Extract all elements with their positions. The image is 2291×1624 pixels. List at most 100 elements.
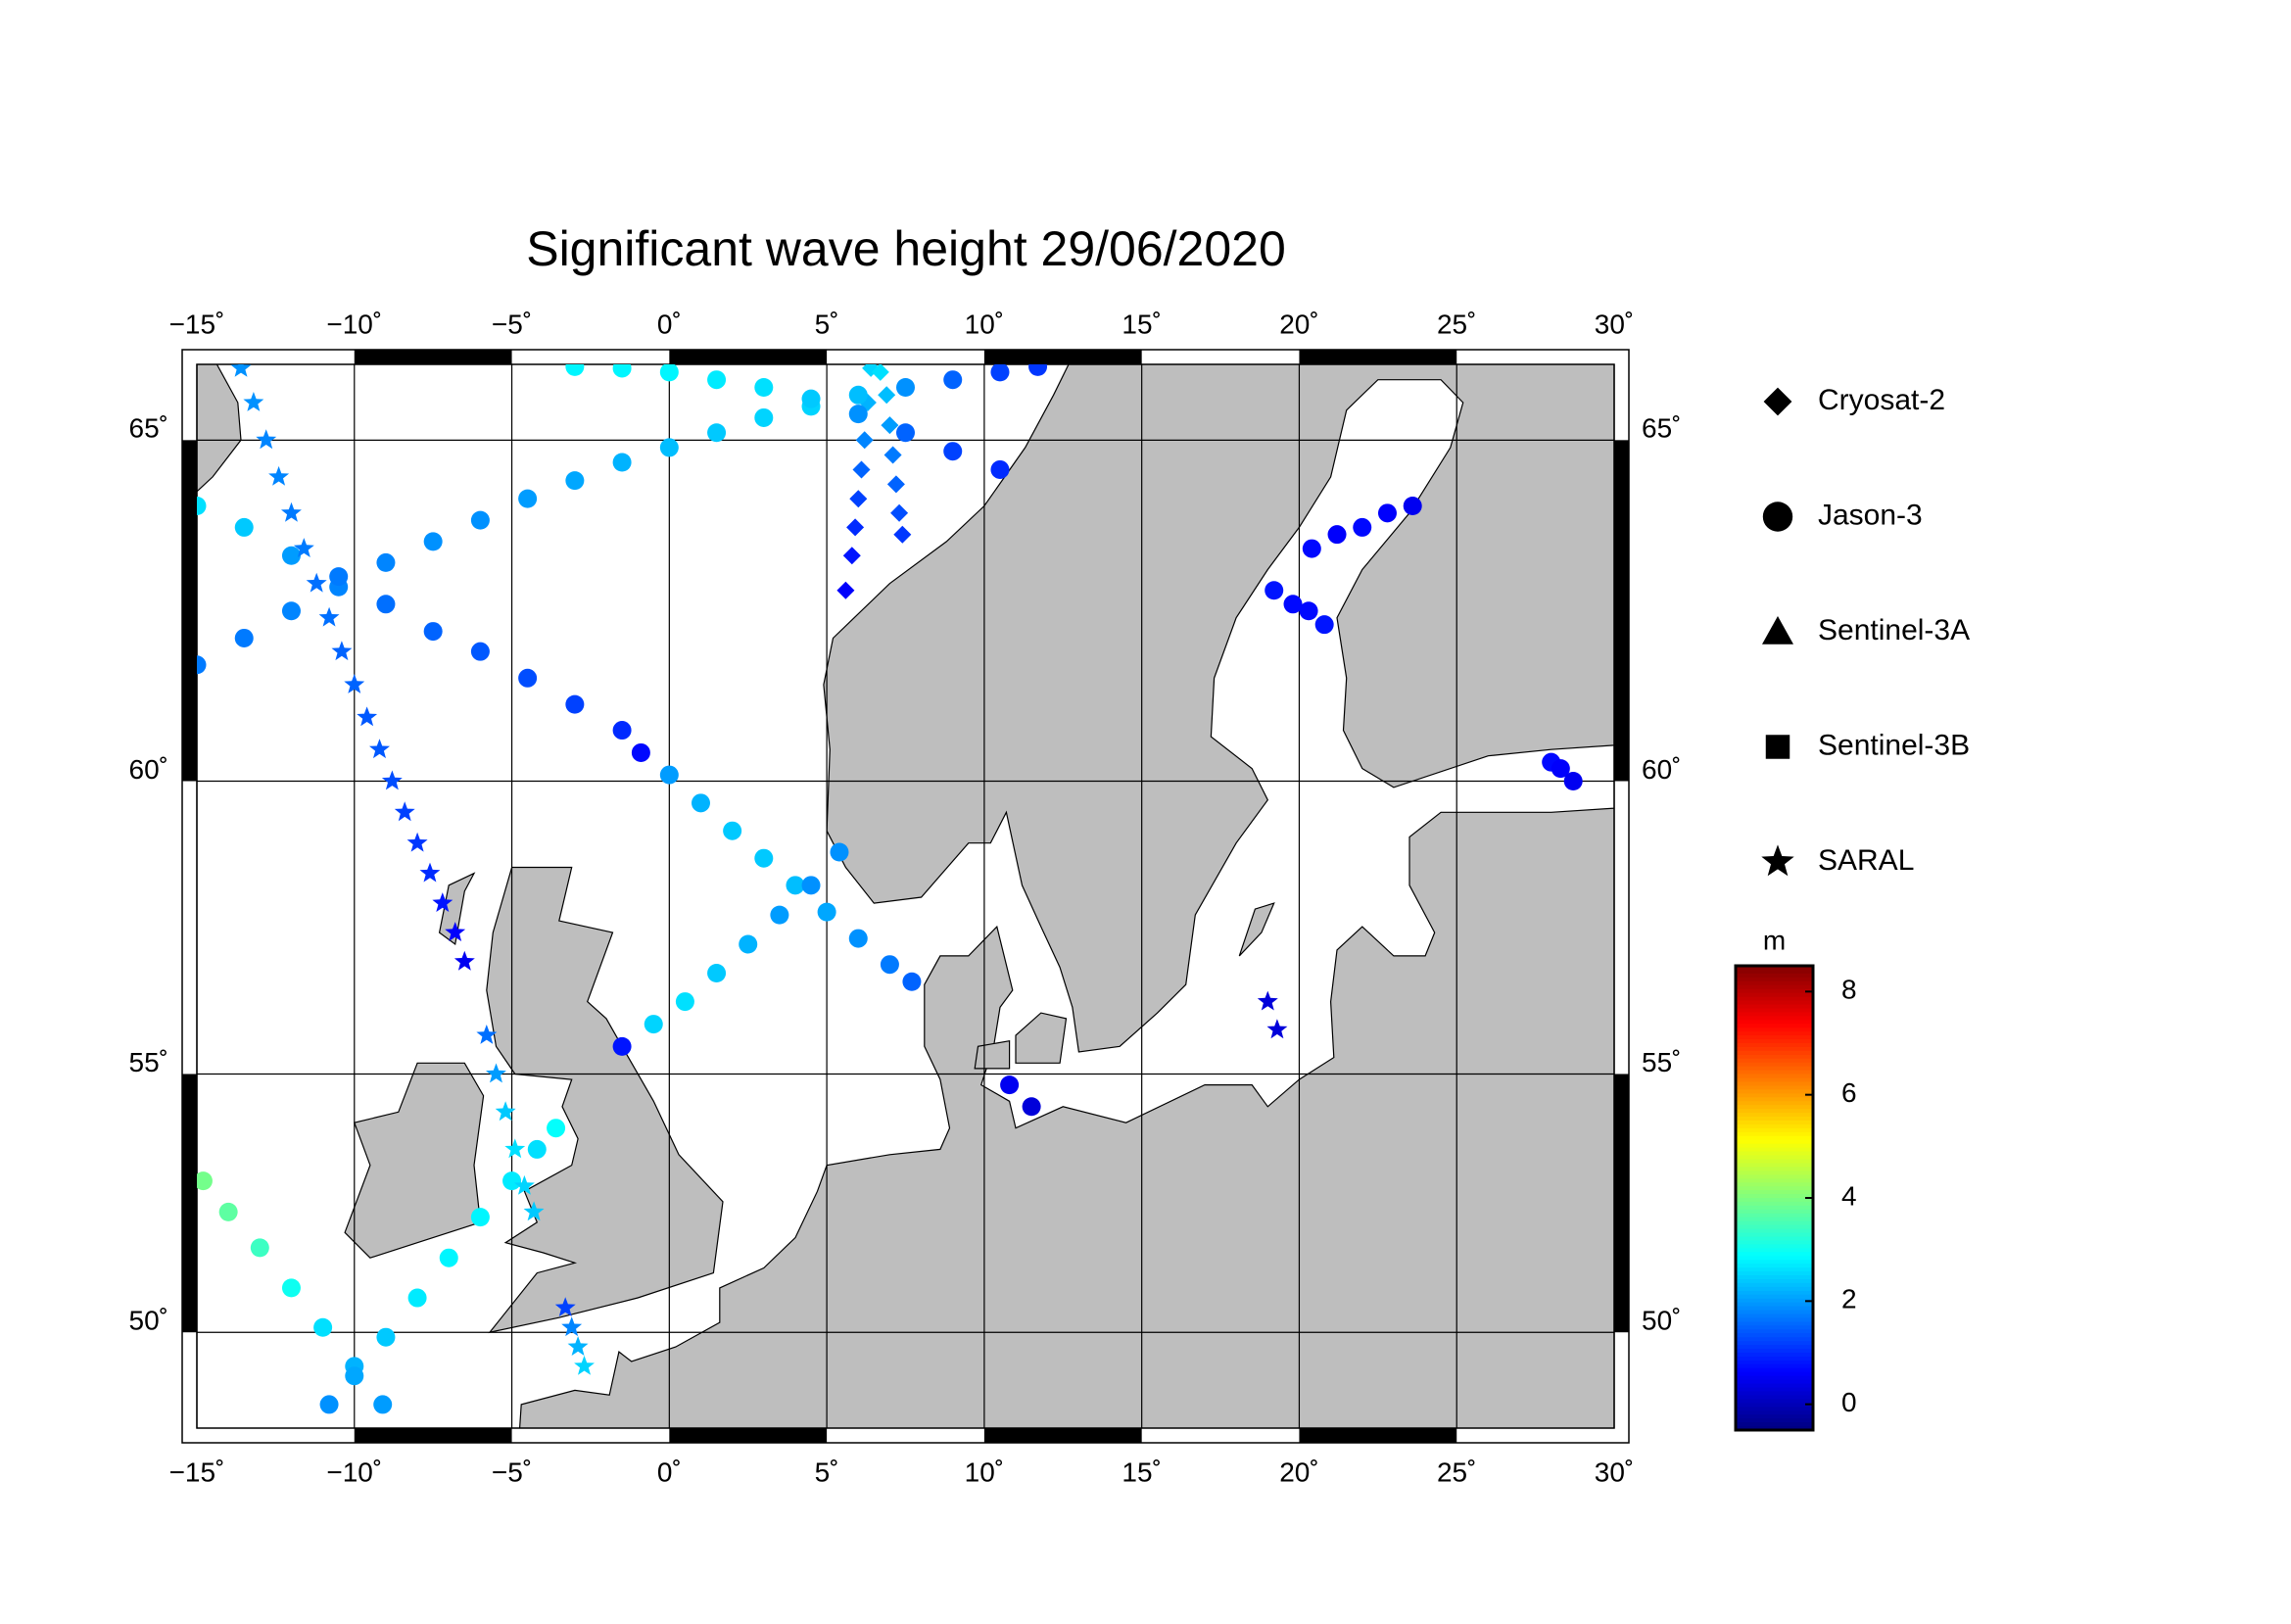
legend-marker [1762, 502, 1793, 532]
colorbar-segment [1736, 1020, 1813, 1025]
point [373, 1395, 393, 1414]
colorbar-segment [1736, 1422, 1813, 1427]
point [313, 1317, 333, 1337]
colorbar-segment [1736, 1194, 1813, 1199]
colorbar-segment [1736, 1228, 1813, 1234]
frame-bar [182, 1074, 197, 1333]
colorbar-segment [1736, 966, 1813, 971]
legend-label: Sentinel-3A [1818, 614, 1970, 646]
colorbar-segment [1736, 1329, 1813, 1334]
x-tick-label: 0˚ [657, 1457, 682, 1487]
point [852, 460, 871, 479]
x-tick-label: 30˚ [1595, 1457, 1634, 1487]
point [801, 389, 821, 408]
x-tick-label: 20˚ [1279, 309, 1318, 339]
point [786, 876, 805, 895]
frame-bar [669, 350, 828, 364]
colorbar-tick-label: 6 [1841, 1077, 1857, 1108]
point [381, 770, 403, 790]
point [659, 765, 679, 785]
legend-label: Jason-3 [1818, 499, 1923, 531]
point [817, 902, 836, 922]
point [1377, 503, 1397, 523]
point [1028, 364, 1048, 376]
point [896, 423, 915, 443]
point [406, 832, 428, 852]
x-tick-label: 10˚ [965, 1457, 1004, 1487]
point [495, 1101, 516, 1122]
land-shape [1015, 1012, 1068, 1064]
frame-bar [1614, 1074, 1629, 1333]
point [830, 842, 849, 862]
land-shape [486, 866, 724, 1334]
point [659, 438, 679, 457]
point [445, 922, 466, 941]
y-tick-label: 65˚ [1642, 413, 1681, 444]
point [707, 370, 727, 390]
colorbar-segment [1736, 977, 1813, 982]
point [453, 950, 475, 971]
colorbar-segment [1736, 1414, 1813, 1419]
point [659, 364, 679, 382]
point [1000, 1075, 1020, 1095]
colorbar-segment [1736, 1201, 1813, 1207]
legend-label: Cryosat-2 [1818, 384, 1945, 416]
colorbar: m 0 2 4 6 8 [1734, 925, 1857, 1432]
x-tick-label: −5˚ [492, 309, 532, 339]
point [943, 442, 963, 461]
colorbar-segment [1736, 1217, 1813, 1222]
point [567, 1336, 589, 1356]
point [281, 546, 301, 565]
y-tick-label: 50˚ [1642, 1306, 1681, 1336]
colorbar-tick-label: 0 [1841, 1387, 1857, 1417]
point [1022, 1097, 1041, 1117]
point [723, 821, 742, 840]
colorbar-segment [1736, 1151, 1813, 1157]
frame-bar [669, 1428, 828, 1443]
colorbar-segment [1736, 1271, 1813, 1276]
point [739, 934, 758, 954]
colorbar-segment [1736, 1178, 1813, 1183]
colorbar-segment [1736, 1105, 1813, 1110]
frame-bar [354, 350, 512, 364]
colorbar-segment [1736, 1027, 1813, 1032]
frame-bar [983, 1428, 1142, 1443]
point [754, 378, 774, 398]
x-tick-label: −5˚ [492, 1457, 532, 1487]
land-shape [197, 364, 242, 493]
colorbar-segment [1736, 1109, 1813, 1114]
point [990, 364, 1010, 382]
colorbar-segment [1736, 984, 1813, 990]
point [1257, 990, 1278, 1011]
point [707, 423, 727, 443]
frame-outer [181, 349, 1630, 1444]
point [476, 1025, 498, 1044]
legend-marker [1765, 735, 1790, 759]
colorbar-segment [1736, 1024, 1813, 1028]
y-tick-label: 65˚ [129, 413, 168, 444]
colorbar-segment [1736, 1264, 1813, 1268]
colorbar-segment [1736, 1066, 1813, 1072]
colorbar-segment [1736, 1050, 1813, 1056]
point [707, 963, 727, 982]
frame-bar [354, 1428, 512, 1443]
x-tick-label: −10˚ [326, 309, 382, 339]
point [691, 793, 710, 813]
x-tick-label: 30˚ [1595, 309, 1634, 339]
colorbar-segment [1736, 1008, 1813, 1013]
colorbar-segment [1736, 992, 1813, 998]
colorbar-tick-label: 8 [1841, 975, 1857, 1005]
colorbar-segment [1736, 1170, 1813, 1175]
point [561, 1316, 583, 1337]
land [197, 364, 1614, 1428]
frame-bar [1299, 1428, 1457, 1443]
colorbar-segment [1736, 1349, 1813, 1354]
colorbar-segment [1736, 1147, 1813, 1153]
legend-label: SARAL [1818, 844, 1914, 877]
colorbar-segment [1736, 1046, 1813, 1052]
colorbar-segment [1736, 1371, 1813, 1377]
point [407, 1288, 427, 1308]
colorbar-segment [1736, 1012, 1813, 1017]
colorbar-segment [1736, 1341, 1813, 1346]
